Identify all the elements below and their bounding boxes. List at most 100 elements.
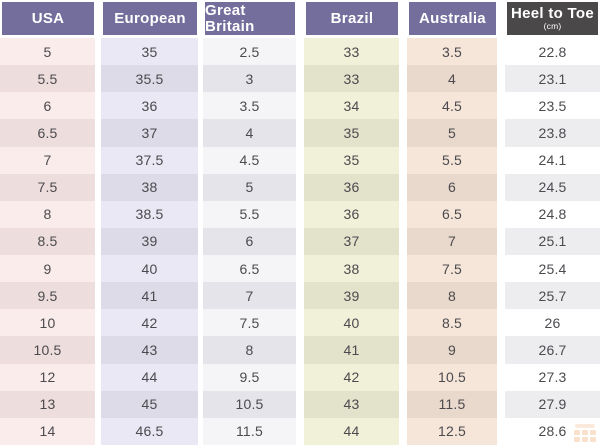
- table-cell: 8: [203, 336, 304, 364]
- table-cell: 7.5: [407, 255, 505, 283]
- table-cell: 10.5: [0, 336, 101, 364]
- table-cell: 44: [304, 417, 407, 445]
- table-cell: 27.9: [505, 390, 600, 418]
- column-header-label: Heel to Toe: [510, 4, 595, 22]
- table-cell: 39: [304, 282, 407, 310]
- table-cell: 11.5: [203, 417, 304, 445]
- table-cell: 4.5: [407, 92, 505, 120]
- table-cell: 5.5: [407, 146, 505, 174]
- table-cell: 35: [101, 38, 203, 66]
- table-cell: 8.5: [407, 309, 505, 337]
- column-header-australia: Australia: [407, 0, 505, 38]
- table-cell: 40: [304, 309, 407, 337]
- table-cell: 37: [101, 119, 203, 147]
- table-cell: 35: [304, 146, 407, 174]
- table-cell: 8.5: [0, 227, 101, 255]
- table-row: 5 35 2.5 33 3.5 22.8: [0, 38, 600, 66]
- table-cell: 34: [304, 92, 407, 120]
- table-cell: 24.1: [505, 146, 600, 174]
- table-cell: 9.5: [0, 282, 101, 310]
- column-header-brazil: Brazil: [304, 0, 407, 38]
- table-cell: 35: [304, 119, 407, 147]
- table-cell: 38: [304, 255, 407, 283]
- table-cell: 37: [304, 227, 407, 255]
- column-header-australia-box: Australia: [409, 2, 496, 35]
- table-cell: 5.5: [203, 200, 304, 228]
- table-cell: 40: [101, 255, 203, 283]
- table-cell: 5: [203, 173, 304, 201]
- column-header-great-britain: Great Britain: [203, 0, 304, 38]
- table-cell: 26: [505, 309, 600, 337]
- table-row: 7.5 38 5 36 6 24.5: [0, 173, 600, 201]
- table-cell: 7: [407, 227, 505, 255]
- size-table-body: 5 35 2.5 33 3.5 22.8 5.5 35.5 3 33 4 23.1 6 36 3.5 34 4.…: [0, 38, 600, 445]
- table-cell: 6.5: [0, 119, 101, 147]
- table-cell: 44: [101, 363, 203, 391]
- column-header-label: USA: [31, 9, 65, 27]
- column-header-usa: USA: [0, 0, 101, 38]
- table-row: 8 38.5 5.5 36 6.5 24.8: [0, 200, 600, 228]
- table-cell: 5: [407, 119, 505, 147]
- table-row: 9 40 6.5 38 7.5 25.4: [0, 255, 600, 283]
- table-cell: 41: [304, 336, 407, 364]
- table-cell: 22.8: [505, 38, 600, 66]
- column-header-great-britain-box: Great Britain: [205, 2, 295, 35]
- table-cell: 7.5: [203, 309, 304, 337]
- table-cell: 6: [0, 92, 101, 120]
- table-row: 6 36 3.5 34 4.5 23.5: [0, 92, 600, 120]
- table-cell: 8: [407, 282, 505, 310]
- table-cell: 39: [101, 227, 203, 255]
- table-cell: 6: [407, 173, 505, 201]
- table-cell: 9: [407, 336, 505, 364]
- table-cell: 45: [101, 390, 203, 418]
- table-cell: 23.5: [505, 92, 600, 120]
- column-header-heel-to-toe-box: Heel to Toe (cm): [507, 2, 598, 35]
- table-cell: 9: [0, 255, 101, 283]
- table-row: 6.5 37 4 35 5 23.8: [0, 119, 600, 147]
- table-cell: 33: [304, 38, 407, 66]
- column-header-european-box: European: [103, 2, 197, 35]
- table-cell: 25.1: [505, 227, 600, 255]
- table-cell: 9.5: [203, 363, 304, 391]
- column-header-european: European: [101, 0, 203, 38]
- table-cell: 13: [0, 390, 101, 418]
- table-cell: 4.5: [203, 146, 304, 174]
- table-cell: 42: [101, 309, 203, 337]
- column-header-heel-to-toe: Heel to Toe (cm): [505, 0, 600, 38]
- column-header-brazil-box: Brazil: [306, 2, 398, 35]
- table-cell: 10: [0, 309, 101, 337]
- table-cell: 33: [304, 65, 407, 93]
- table-cell: 7: [0, 146, 101, 174]
- column-header-usa-box: USA: [2, 2, 94, 35]
- table-cell: 14: [0, 417, 101, 445]
- table-row: 5.5 35.5 3 33 4 23.1: [0, 65, 600, 93]
- table-cell: 36: [304, 173, 407, 201]
- table-row: 12 44 9.5 42 10.5 27.3: [0, 363, 600, 391]
- table-cell: 42: [304, 363, 407, 391]
- column-header-label: Great Britain: [205, 1, 255, 35]
- table-cell: 6: [203, 227, 304, 255]
- table-cell: 25.7: [505, 282, 600, 310]
- table-cell: 7: [203, 282, 304, 310]
- table-cell: 46.5: [101, 417, 203, 445]
- table-cell: 38.5: [101, 200, 203, 228]
- table-row: 9.5 41 7 39 8 25.7: [0, 282, 600, 310]
- table-cell: 43: [101, 336, 203, 364]
- table-cell: 3.5: [203, 92, 304, 120]
- column-header-label: European: [114, 9, 186, 27]
- column-header-label: Australia: [419, 9, 486, 27]
- table-row: 13 45 10.5 43 11.5 27.9: [0, 390, 600, 418]
- table-cell: 35.5: [101, 65, 203, 93]
- table-cell: 4: [203, 119, 304, 147]
- table-cell: 11.5: [407, 390, 505, 418]
- table-cell: 3.5: [407, 38, 505, 66]
- table-cell: 36: [304, 200, 407, 228]
- table-cell: 26.7: [505, 336, 600, 364]
- table-cell: 27.3: [505, 363, 600, 391]
- table-row: 8.5 39 6 37 7 25.1: [0, 227, 600, 255]
- table-header-row: USA European Great Britain Brazil Austra…: [0, 0, 600, 38]
- size-chart-grid-icon: [574, 424, 596, 442]
- table-cell: 12.5: [407, 417, 505, 445]
- table-row: 14 46.5 11.5 44 12.5 28.6: [0, 417, 600, 445]
